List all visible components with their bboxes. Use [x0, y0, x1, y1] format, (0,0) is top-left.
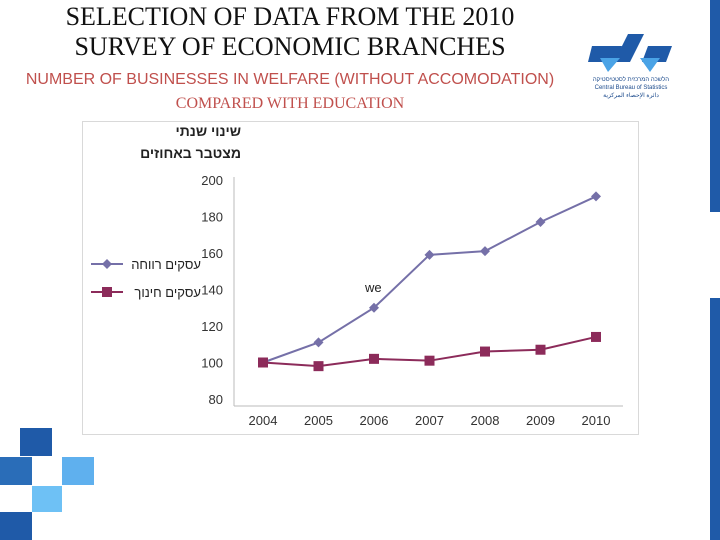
data-point-diamond	[535, 216, 546, 227]
y-tick-label: 140	[201, 283, 223, 298]
x-tick-label: 2009	[526, 413, 555, 428]
y-tick-label: 120	[201, 319, 223, 334]
data-point-diamond	[591, 191, 601, 202]
title-line-2: SURVEY OF ECONOMIC BRANCHES	[74, 32, 506, 61]
decor-square	[0, 457, 32, 485]
logo-text-english: Central Bureau of Statistics	[594, 85, 668, 91]
decor-square	[0, 512, 32, 540]
y-tick-label: 180	[201, 210, 223, 225]
logo-text-arabic: دائرة الإحصاء المركزية	[603, 93, 659, 99]
x-ticks: 2004 2005 2006 2007 2008 2009 2010	[249, 413, 611, 428]
series-markers	[258, 191, 601, 372]
chart-container: שינוי שנתי מצטבר באחוזים 80 100 120 140 160 1…	[82, 121, 639, 435]
y-axis-title-line-2: מצטבר באחוזים	[140, 145, 241, 161]
decor-square	[32, 486, 62, 512]
y-ticks: 80 100 120 140 160 180 200	[201, 173, 223, 407]
data-point-square	[258, 357, 268, 368]
decor-square	[62, 457, 94, 485]
slide-title: SELECTION OF DATA FROM THE 2010 SURVEY O…	[0, 2, 580, 62]
y-tick-label: 160	[201, 246, 223, 261]
data-point-square	[369, 353, 379, 364]
data-point-square	[424, 355, 435, 366]
legend: עסקים רווחה עסקים חינוך	[91, 257, 201, 300]
logo-text-hebrew: הלשכה המרכזית לסטטיסטיקה	[592, 77, 670, 83]
cbs-logo-icon	[588, 34, 672, 72]
series-lines	[262, 195, 597, 368]
y-tick-label: 80	[209, 392, 223, 407]
data-point-diamond	[480, 246, 490, 257]
chart-annotation: we	[364, 280, 382, 295]
data-point-diamond	[313, 337, 324, 348]
y-axis-title-line-1: שינוי שנתי	[176, 123, 241, 139]
right-accent-bar-bottom	[710, 298, 720, 540]
title-line-1: SELECTION OF DATA FROM THE 2010	[65, 2, 515, 31]
x-tick-label: 2004	[249, 413, 278, 428]
x-tick-label: 2006	[360, 413, 389, 428]
legend-marker-diamond	[102, 259, 112, 269]
x-tick-label: 2010	[582, 413, 611, 428]
data-point-diamond	[369, 302, 379, 313]
subtitle-line-1: NUMBER OF BUSINESSES IN WELFARE (WITHOUT…	[25, 71, 555, 88]
y-tick-label: 200	[201, 173, 223, 188]
line-chart: שינוי שנתי מצטבר באחוזים 80 100 120 140 160 1…	[91, 123, 623, 428]
data-point-square	[480, 346, 490, 357]
legend-marker-square	[102, 287, 112, 297]
x-tick-label: 2005	[304, 413, 333, 428]
series-line-1	[262, 195, 597, 364]
legend-label: עסקים חינוך	[134, 285, 201, 300]
x-tick-label: 2007	[415, 413, 444, 428]
right-accent-bar-top	[710, 0, 720, 212]
legend-label: עסקים רווחה	[131, 257, 201, 272]
decor-square	[20, 428, 52, 456]
data-point-square	[535, 344, 546, 355]
y-tick-label: 100	[201, 356, 223, 371]
data-point-square	[591, 331, 601, 342]
data-point-square	[313, 361, 324, 372]
data-point-diamond	[424, 249, 435, 260]
logo-text: הלשכה המרכזית לסטטיסטיקה Central Bureau …	[582, 76, 680, 100]
subtitle-line-2: COMPARED WITH EDUCATION	[175, 95, 405, 112]
x-tick-label: 2008	[471, 413, 500, 428]
